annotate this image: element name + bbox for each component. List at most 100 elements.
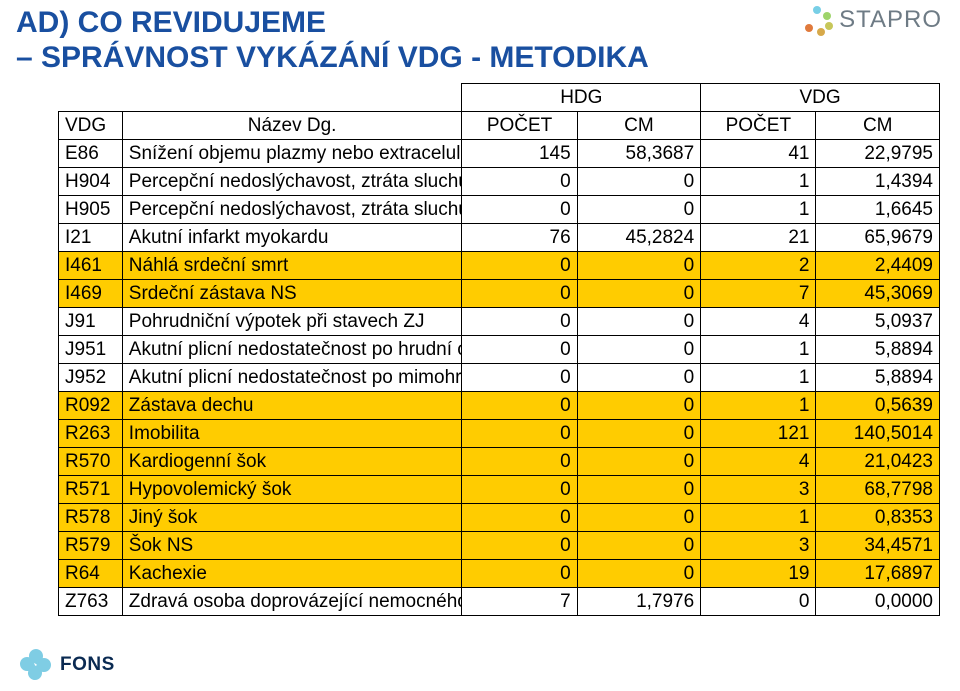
table-row: R570Kardiogenní šok00421,0423 [59, 448, 940, 476]
cell-value: 58,3687 [577, 140, 701, 168]
cell-value: 145 [462, 140, 577, 168]
cell-value: 0 [577, 476, 701, 504]
table-row: Z763Zdravá osoba doprovázející nemocného… [59, 588, 940, 616]
cell-value: 1,7976 [577, 588, 701, 616]
cell-value: 76 [462, 224, 577, 252]
cell-value: 0 [462, 168, 577, 196]
cell-value: 0 [462, 420, 577, 448]
cell-value: 0 [462, 280, 577, 308]
cell-value: 1 [701, 364, 816, 392]
cell-value: 0 [577, 504, 701, 532]
table-row: J952Akutní plicní nedostatečnost po mimo… [59, 364, 940, 392]
cell-value: 2,4409 [816, 252, 940, 280]
footer-brand-text: FONS [60, 654, 115, 676]
cell-value: 0 [577, 448, 701, 476]
cell-value: 3 [701, 476, 816, 504]
cell-code: E86 [59, 140, 123, 168]
cell-name: Imobilita [122, 420, 462, 448]
cell-value: 0 [577, 252, 701, 280]
cell-value: 5,8894 [816, 364, 940, 392]
cell-value: 0 [462, 336, 577, 364]
cell-value: 0 [577, 336, 701, 364]
cell-value: 1,4394 [816, 168, 940, 196]
column-header-name: Název Dg. [122, 112, 462, 140]
cell-value: 1 [701, 196, 816, 224]
cell-name: Zdravá osoba doprovázející nemocného [122, 588, 462, 616]
table-row: R571Hypovolemický šok00368,7798 [59, 476, 940, 504]
cell-code: R571 [59, 476, 123, 504]
column-header: POČET [462, 112, 577, 140]
cell-value: 0 [701, 588, 816, 616]
cell-value: 0 [577, 392, 701, 420]
table-row: R263Imobilita00121140,5014 [59, 420, 940, 448]
table-row: R578Jiný šok0010,8353 [59, 504, 940, 532]
cell-name: Šok NS [122, 532, 462, 560]
table-row: R092Zástava dechu0010,5639 [59, 392, 940, 420]
cell-value: 0 [577, 280, 701, 308]
cell-value: 41 [701, 140, 816, 168]
cell-value: 45,2824 [577, 224, 701, 252]
table-row: I461Náhlá srdeční smrt0022,4409 [59, 252, 940, 280]
cell-name: Percepční nedoslýchavost, ztráta sluchu [122, 196, 462, 224]
cell-value: 5,8894 [816, 336, 940, 364]
cell-value: 121 [701, 420, 816, 448]
cell-value: 1,6645 [816, 196, 940, 224]
cell-code: J952 [59, 364, 123, 392]
cell-value: 0 [577, 532, 701, 560]
table-row: H904Percepční nedoslýchavost, ztráta slu… [59, 168, 940, 196]
cell-name: Percepční nedoslýchavost, ztráta sluchu [122, 168, 462, 196]
cell-value: 17,6897 [816, 560, 940, 588]
column-header-code: VDG [59, 112, 123, 140]
column-group-header: HDG [462, 84, 701, 112]
cell-value: 0,8353 [816, 504, 940, 532]
cell-code: Z763 [59, 588, 123, 616]
brand-logo: STAPRO [803, 6, 942, 34]
table-row: J951Akutní plicní nedostatečnost po hrud… [59, 336, 940, 364]
cell-value: 19 [701, 560, 816, 588]
data-table: HDGVDGVDGNázev Dg.POČETCMPOČETCM E86Sníž… [58, 83, 940, 616]
cell-name: Snížení objemu plazmy nebo extracelulárn… [122, 140, 462, 168]
cell-value: 22,9795 [816, 140, 940, 168]
cell-value: 2 [701, 252, 816, 280]
cell-value: 1 [701, 336, 816, 364]
cell-value: 0 [462, 504, 577, 532]
cell-code: R092 [59, 392, 123, 420]
cell-value: 0 [462, 252, 577, 280]
cell-code: R263 [59, 420, 123, 448]
cell-value: 0 [577, 420, 701, 448]
cell-code: R578 [59, 504, 123, 532]
header-spacer [59, 84, 462, 112]
cell-value: 65,9679 [816, 224, 940, 252]
table-row: H905Percepční nedoslýchavost, ztráta slu… [59, 196, 940, 224]
cell-name: Kardiogenní šok [122, 448, 462, 476]
cell-value: 0 [577, 196, 701, 224]
cell-name: Akutní plicní nedostatečnost po hrudní o… [122, 336, 462, 364]
cell-value: 0 [577, 560, 701, 588]
cell-name: Náhlá srdeční smrt [122, 252, 462, 280]
cell-value: 0,5639 [816, 392, 940, 420]
cell-name: Akutní infarkt myokardu [122, 224, 462, 252]
cell-value: 0 [462, 364, 577, 392]
table-row: I21Akutní infarkt myokardu7645,28242165,… [59, 224, 940, 252]
cell-value: 0 [577, 364, 701, 392]
cell-value: 0 [462, 476, 577, 504]
cell-value: 4 [701, 308, 816, 336]
cell-value: 5,0937 [816, 308, 940, 336]
cell-value: 0 [462, 196, 577, 224]
cell-code: I461 [59, 252, 123, 280]
title-line-2: – SPRÁVNOST VYKÁZÁNÍ VDG - METODIKA [16, 41, 944, 76]
cell-name: Srdeční zástava NS [122, 280, 462, 308]
cell-code: I21 [59, 224, 123, 252]
cell-value: 34,4571 [816, 532, 940, 560]
cell-value: 0 [462, 392, 577, 420]
table-row: R64Kachexie001917,6897 [59, 560, 940, 588]
column-group-header: VDG [701, 84, 940, 112]
cell-value: 0,0000 [816, 588, 940, 616]
cell-value: 21,0423 [816, 448, 940, 476]
cell-value: 21 [701, 224, 816, 252]
cell-name: Zástava dechu [122, 392, 462, 420]
cell-value: 4 [701, 448, 816, 476]
cell-value: 0 [577, 308, 701, 336]
footer-brand-mark [20, 649, 52, 681]
cell-name: Hypovolemický šok [122, 476, 462, 504]
